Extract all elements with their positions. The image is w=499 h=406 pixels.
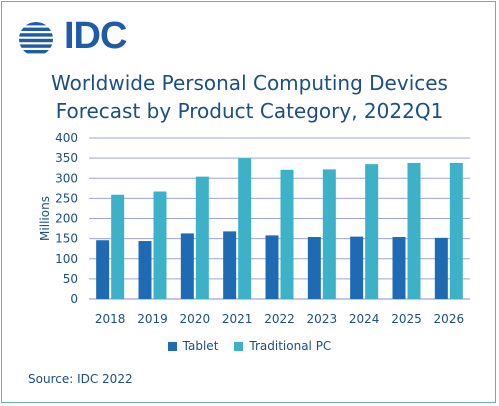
- y-tick-label-150: 150: [55, 232, 78, 246]
- legend-label-traditional-pc: Traditional PC: [249, 339, 332, 353]
- y-tick-label-200: 200: [55, 212, 78, 226]
- globe-icon: [19, 22, 53, 54]
- bar-traditional-pc-2021: [238, 158, 252, 299]
- x-tick-label-2020: 2020: [180, 312, 211, 326]
- bar-traditional-pc-2019: [153, 191, 167, 299]
- bar-traditional-pc-2025: [407, 162, 421, 299]
- legend-label-tablet: Tablet: [182, 339, 219, 353]
- bar-traditional-pc-2022: [280, 169, 294, 299]
- legend-item-tablet: Tablet: [167, 339, 219, 353]
- x-tick-label-2021: 2021: [222, 312, 253, 326]
- y-tick-label-350: 350: [55, 151, 78, 165]
- bar-tablet-2018: [96, 240, 110, 299]
- y-axis-label: Millions: [38, 196, 52, 241]
- bar-traditional-pc-2023: [322, 169, 336, 299]
- bar-traditional-pc-2026: [449, 162, 463, 299]
- bar-tablet-2025: [392, 237, 406, 299]
- legend: Tablet Traditional PC: [2, 339, 497, 353]
- bar-tablet-2021: [223, 231, 237, 299]
- y-tick-label-400: 400: [55, 131, 78, 145]
- bar-traditional-pc-2024: [365, 164, 379, 299]
- x-tick-label-2025: 2025: [391, 312, 422, 326]
- bar-tablet-2020: [180, 233, 194, 299]
- bar-tablet-2019: [138, 241, 152, 299]
- y-tick-label-50: 50: [63, 272, 78, 286]
- legend-swatch-traditional-pc: [234, 341, 244, 351]
- bar-traditional-pc-2020: [195, 176, 209, 299]
- y-tick-label-100: 100: [55, 252, 78, 266]
- y-tick-label-0: 0: [70, 292, 78, 306]
- legend-swatch-tablet: [167, 341, 177, 351]
- y-tick-label-300: 300: [55, 171, 78, 185]
- bar-tablet-2026: [434, 237, 448, 299]
- bar-tablet-2023: [307, 237, 321, 299]
- x-tick-label-2018: 2018: [95, 312, 126, 326]
- logo-text: IDC: [64, 15, 127, 57]
- bar-tablet-2022: [265, 235, 279, 299]
- bar-traditional-pc-2018: [111, 194, 125, 299]
- chart-title-line-2: Forecast by Product Category, 2022Q1: [55, 99, 444, 123]
- x-tick-label-2026: 2026: [434, 312, 465, 326]
- y-tick-label-250: 250: [55, 191, 78, 205]
- source-note: Source: IDC 2022: [28, 372, 133, 386]
- legend-item-traditional-pc: Traditional PC: [234, 339, 331, 353]
- bar-tablet-2024: [350, 236, 364, 299]
- x-tick-label-2023: 2023: [307, 312, 338, 326]
- x-tick-label-2022: 2022: [264, 312, 295, 326]
- chart-title-line-1: Worldwide Personal Computing Devices: [51, 71, 448, 95]
- x-tick-label-2019: 2019: [137, 312, 168, 326]
- idc-logo: IDC: [16, 15, 127, 59]
- x-tick-label-2024: 2024: [349, 312, 380, 326]
